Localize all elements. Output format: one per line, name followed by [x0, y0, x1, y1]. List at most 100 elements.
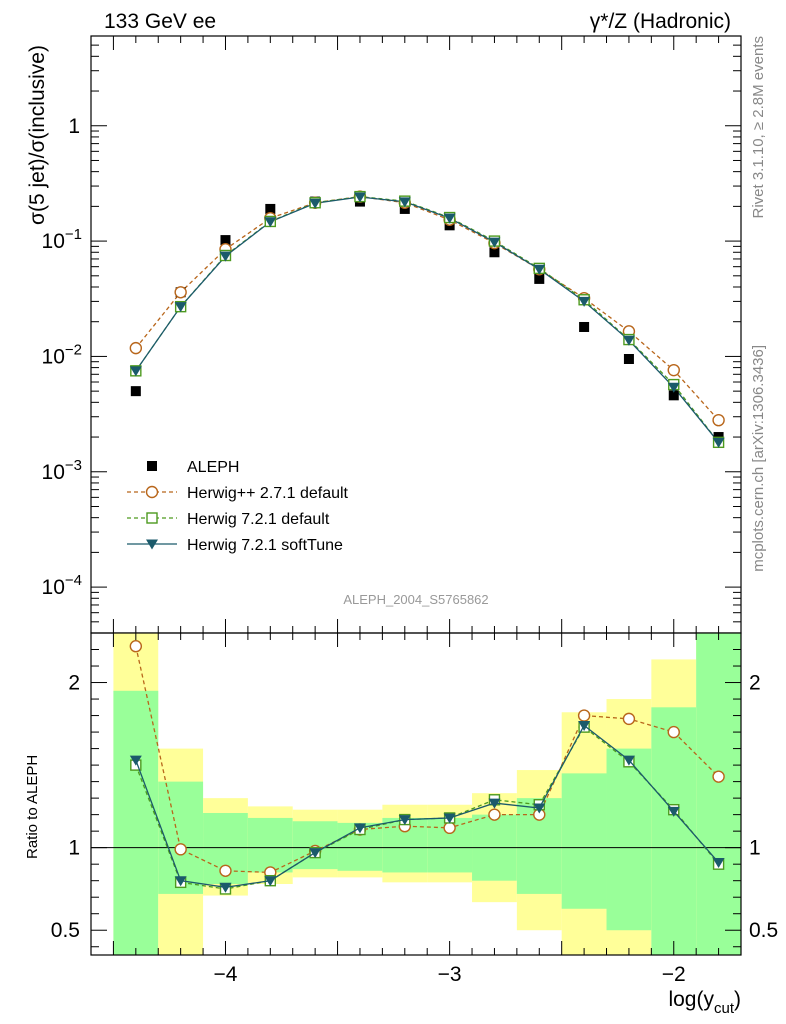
ratio-band-green: [696, 633, 741, 955]
ratio-panel: −4 −3 −2 0.5 0.5 1 1 2 2: [51, 36, 778, 986]
ratio-marker-softtune: [309, 848, 322, 859]
marker-softtune: [398, 197, 411, 208]
legend-marker-herwigpp: [145, 485, 159, 499]
legend-label-herwigpp: Herwig++ 2.7.1 default: [187, 485, 349, 502]
legend-marker-softtune: [146, 539, 158, 550]
x-axis-label: log(ycut): [668, 988, 741, 1017]
mcplots-label: mcplots.cern.ch [arXiv:1306.3436]: [750, 345, 767, 572]
mcplots-label-wrap: mcplots.cern.ch [arXiv:1306.3436]: [750, 345, 767, 572]
main-panel: 10−4 10−3 10−2 10−1 1 ALEPH Herwig++ 2.7.1 def…: [42, 35, 742, 634]
legend-label-aleph: ALEPH: [187, 459, 239, 476]
x-axis-label-close: ): [734, 988, 741, 1011]
marker-softtune: [129, 366, 142, 377]
ratio-band-green: [606, 748, 652, 931]
x-tick-label: −3: [438, 963, 462, 986]
rivet-label: Rivet 3.1.10, ≥ 2.8M events: [750, 36, 767, 219]
marker-softtune: [264, 217, 277, 228]
y-tick-label: 10−3: [42, 457, 82, 484]
ratio-y-tick-label: 2: [68, 672, 80, 695]
marker-softtune: [578, 296, 591, 307]
ratio-marker-softtune: [264, 876, 277, 887]
marker-aleph: [579, 321, 590, 332]
ratio-marker-herwigpp: [488, 808, 501, 821]
legend: ALEPH Herwig++ 2.7.1 default Herwig 7.2.1 …: [127, 459, 349, 554]
legend-marker-aleph: [147, 461, 157, 471]
marker-herwigpp: [667, 363, 680, 377]
ratio-line-softtune: [135, 724, 720, 888]
marker-softtune: [219, 251, 232, 262]
legend-marker-herwig721: [146, 512, 158, 524]
marker-softtune: [622, 335, 635, 346]
x-axis-label-main: log(y: [668, 988, 714, 1011]
x-tick-label: −4: [214, 963, 238, 986]
ratio-marker-softtune: [667, 806, 680, 817]
ratio-marker-herwigpp: [622, 712, 636, 726]
marker-softtune: [533, 264, 546, 275]
y-tick-label: 10−1: [42, 226, 82, 253]
marker-aleph: [489, 247, 500, 258]
marker-aleph: [668, 390, 679, 401]
ratio-band-green: [247, 817, 293, 873]
legend-label-herwig721: Herwig 7.2.1 default: [187, 511, 330, 528]
marker-herwigpp: [712, 413, 725, 427]
header-left: 133 GeV ee: [104, 10, 216, 33]
ratio-band-green: [561, 773, 607, 909]
ratio-marker-herwigpp: [443, 821, 456, 835]
legend-label-softtune: Herwig 7.2.1 softTune: [187, 537, 343, 554]
marker-aleph: [130, 386, 141, 397]
ratio-ylabel-wrap: Ratio to ALEPH: [24, 755, 41, 859]
ratio-y-tick-label-right: 1: [749, 837, 761, 860]
line-herwig721: [135, 195, 720, 443]
ratio-y-tick-label-right: 2: [749, 672, 761, 695]
ratio-marker-softtune: [578, 720, 591, 731]
ratio-marker-herwigpp: [174, 843, 187, 856]
ratio-ylabel: Ratio to ALEPH: [24, 755, 41, 859]
marker-softtune: [353, 192, 366, 203]
ratio-y-tick-label: 0.5: [51, 919, 80, 942]
x-axis-label-sub: cut: [714, 1000, 735, 1017]
marker-aleph: [265, 203, 276, 214]
marker-softtune: [174, 302, 187, 313]
ratio-marker-herwigpp: [712, 770, 725, 783]
y-tick-label: 1: [68, 115, 80, 138]
ratio-marker-herwigpp: [129, 640, 143, 653]
ratio-marker-softtune: [488, 798, 501, 809]
ratio-marker-softtune: [219, 882, 232, 893]
marker-aleph: [534, 273, 545, 284]
x-tick-label: −2: [662, 963, 686, 986]
ratio-marker-softtune: [712, 858, 725, 869]
ratio-marker-softtune: [443, 813, 456, 824]
header-right: γ*/Z (Hadronic): [590, 10, 731, 33]
ratio-band-green: [113, 690, 159, 955]
ratio-y-tick-label: 1: [68, 837, 80, 860]
marker-softtune: [443, 213, 456, 224]
analysis-id: ALEPH_2004_S5765862: [343, 592, 488, 607]
ratio-band-green: [158, 781, 204, 894]
ratio-frame: [90, 632, 742, 956]
ratio-marker-softtune: [353, 823, 366, 834]
line-softtune: [135, 196, 720, 443]
y-tick-label: 10−2: [42, 341, 82, 368]
line-herwigpp: [135, 195, 720, 421]
marker-herwigpp: [174, 286, 187, 299]
marker-herwigpp: [129, 341, 143, 355]
ratio-marker-softtune: [398, 815, 411, 826]
ratio-marker-herwigpp: [577, 709, 591, 722]
ratio-y-tick-label-right: 0.5: [749, 919, 778, 942]
rivet-label-wrap: Rivet 3.1.10, ≥ 2.8M events: [750, 36, 767, 219]
marker-aleph: [623, 353, 634, 364]
marker-softtune: [488, 237, 501, 248]
ratio-line-herwigpp: [135, 646, 720, 874]
ratio-marker-herwigpp: [219, 864, 232, 877]
ratio-marker-softtune: [622, 755, 635, 766]
marker-softtune: [712, 437, 725, 448]
main-ylabel: σ(5 jet)/σ(inclusive): [26, 45, 49, 225]
ratio-marker-softtune: [174, 876, 187, 887]
marker-softtune: [309, 198, 322, 209]
marker-softtune: [667, 382, 680, 393]
y-tick-label: 10−4: [42, 572, 82, 599]
main-ylabel-wrap: σ(5 jet)/σ(inclusive): [26, 45, 49, 225]
ratio-marker-softtune: [533, 803, 546, 814]
marker-aleph: [220, 235, 231, 246]
